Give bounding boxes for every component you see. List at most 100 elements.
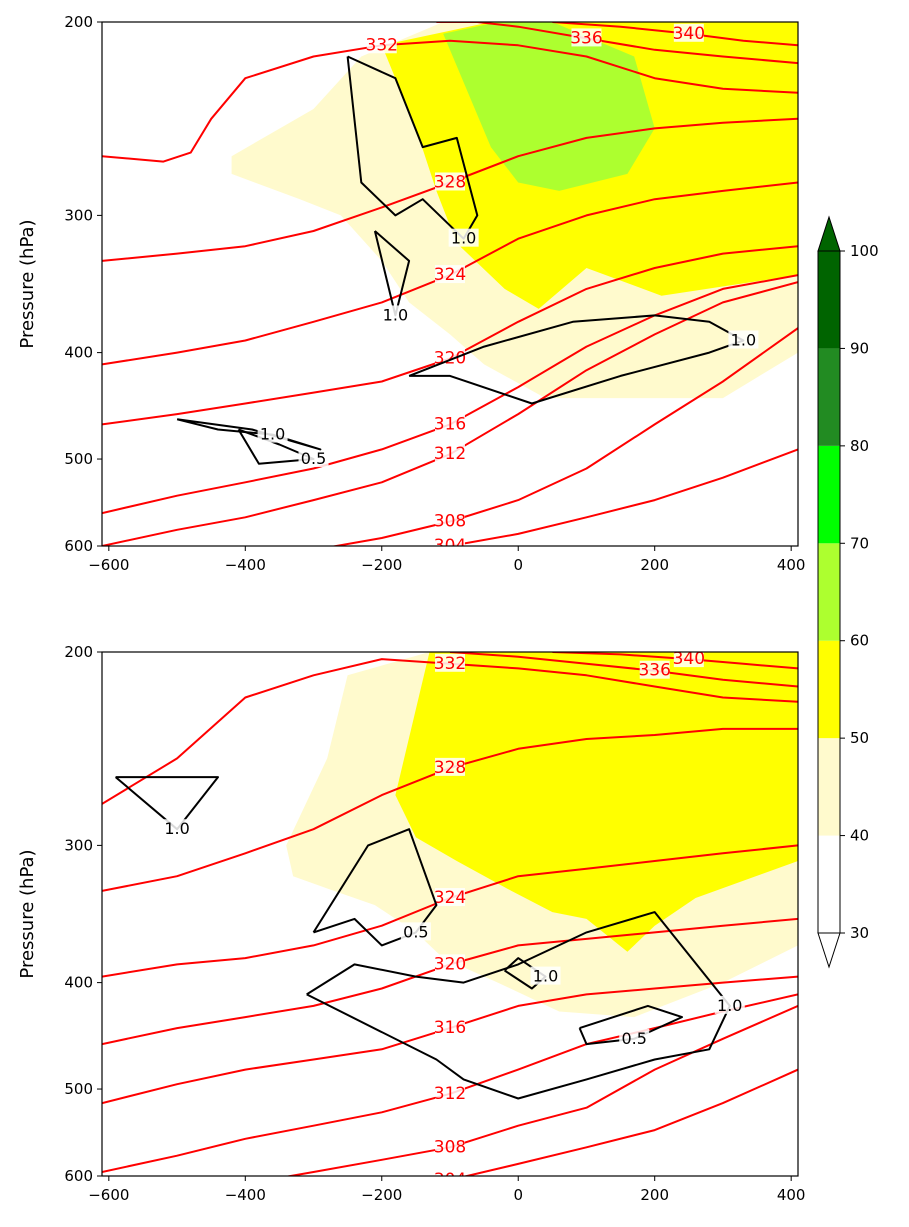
y-axis-label: Pressure (hPa) [17, 849, 38, 978]
contour-label-background [435, 414, 465, 433]
colorbar-segment [818, 738, 840, 836]
contour-label: 304 [434, 1170, 466, 1190]
contour-label-background [380, 305, 411, 324]
x-tick-label: 0 [513, 556, 523, 574]
colorbar-segment [818, 835, 840, 933]
contour-label: 312 [434, 444, 466, 464]
contour-label: 304 [434, 536, 466, 556]
theta-contour [449, 652, 798, 688]
contour-label-background [673, 652, 704, 668]
contour-label: 308 [434, 1137, 466, 1157]
contour-label: 316 [434, 1018, 466, 1038]
contour-label: 0.5 [403, 922, 428, 941]
axes-frame [101, 651, 799, 1177]
contour-label: 336 [638, 661, 670, 681]
contour-label: 340 [673, 24, 705, 44]
contour-label-background [435, 888, 465, 907]
colorbar-tick-label: 90 [850, 339, 869, 357]
colorbar-tick-label: 60 [850, 632, 869, 650]
contour-label: 332 [434, 654, 466, 674]
y-axis-label: Pressure (hPa) [17, 219, 38, 348]
plot-area: 304 308 312 316 320 324 328 332 336 340 1.0 1.0 0.5 1… [102, 22, 798, 556]
colorbar-segment [818, 445, 840, 544]
contour-label-background [435, 1137, 465, 1156]
contour-label: 0.5 [622, 1029, 647, 1048]
colorbar-segment [818, 543, 840, 641]
contour-label-background [435, 1083, 465, 1102]
contour-label: 320 [434, 954, 466, 974]
y-tick-label: 300 [64, 206, 93, 224]
x-tick-label: 200 [640, 1186, 669, 1204]
x-tick-label: −200 [361, 1186, 402, 1204]
contour-label-background [435, 757, 465, 776]
contour-label-background [435, 1018, 465, 1037]
contour-label-background [435, 511, 465, 530]
pv-contour [578, 1004, 683, 1046]
contour-label: 328 [434, 758, 466, 778]
colorbar-tick-label: 40 [850, 827, 869, 845]
x-tick-label: −600 [88, 1186, 129, 1204]
y-tick-label: 500 [64, 1080, 93, 1098]
contour-label: 1.0 [383, 305, 408, 324]
contour-label-background [673, 23, 704, 42]
contour-label-background [162, 819, 193, 838]
pv-contour [312, 828, 438, 947]
colorbar: 30 40 50 60 70 80 90 100 [817, 215, 879, 969]
contour-label: 1.0 [717, 996, 742, 1015]
colorbar-tick-label: 100 [850, 242, 879, 260]
contour-label-background [448, 228, 479, 247]
pv-contour [346, 55, 479, 240]
contour-label: 0.5 [301, 449, 326, 468]
x-tick-label: −400 [225, 556, 266, 574]
contour-label-background [619, 1028, 650, 1047]
theta-contour [462, 1068, 798, 1176]
x-tick-label: 400 [777, 556, 806, 574]
contour-label: 336 [570, 28, 602, 48]
contour-label: 320 [434, 349, 466, 369]
colorbar-tick-label: 70 [850, 534, 869, 552]
contour-label: 308 [434, 512, 466, 532]
filled-region [395, 652, 798, 952]
colorbar-extend-max [817, 215, 841, 252]
axes-frame [101, 21, 799, 547]
contour-label-background [298, 449, 329, 468]
x-tick-label: 200 [640, 556, 669, 574]
y-tick-label: 500 [64, 450, 93, 468]
x-tick-label: −200 [361, 556, 402, 574]
colorbar-tick-label: 80 [850, 437, 869, 455]
x-tick-label: −600 [88, 556, 129, 574]
y-tick-label: 300 [64, 836, 93, 854]
contour-label-background [435, 954, 465, 973]
y-tick-label: 200 [64, 13, 93, 31]
x-tick-label: 0 [513, 1186, 523, 1204]
contour-label-background [435, 1169, 465, 1176]
contour-label: 324 [434, 265, 466, 285]
contour-label: 340 [673, 649, 705, 669]
contour-label-background [435, 265, 465, 284]
x-tick-label: −400 [225, 1186, 266, 1204]
y-tick-label: 400 [64, 344, 93, 362]
panel-1: 304 308 312 316 320 324 328 332 336 340 1.0 1.0 0.5 1… [17, 13, 806, 574]
y-tick-label: 600 [64, 537, 93, 555]
pv-contour [114, 776, 219, 831]
colorbar-segment [818, 348, 840, 446]
x-tick-label: 400 [777, 1186, 806, 1204]
pv-contour [373, 230, 411, 317]
theta-contour [446, 448, 798, 546]
colorbar-segment [818, 640, 840, 739]
contour-label-background [366, 35, 397, 54]
contour-label-background [435, 172, 465, 191]
y-tick-label: 400 [64, 974, 93, 992]
contour-label-background [435, 653, 465, 672]
contour-label: 1.0 [731, 331, 756, 350]
colorbar-extend-min [817, 932, 841, 969]
contour-label: 312 [434, 1084, 466, 1104]
colorbar-tick-label: 50 [850, 729, 869, 747]
contour-label: 1.0 [260, 425, 285, 444]
contour-label: 332 [366, 35, 398, 55]
colorbar-frame [817, 250, 841, 934]
contour-label-background [714, 995, 745, 1014]
